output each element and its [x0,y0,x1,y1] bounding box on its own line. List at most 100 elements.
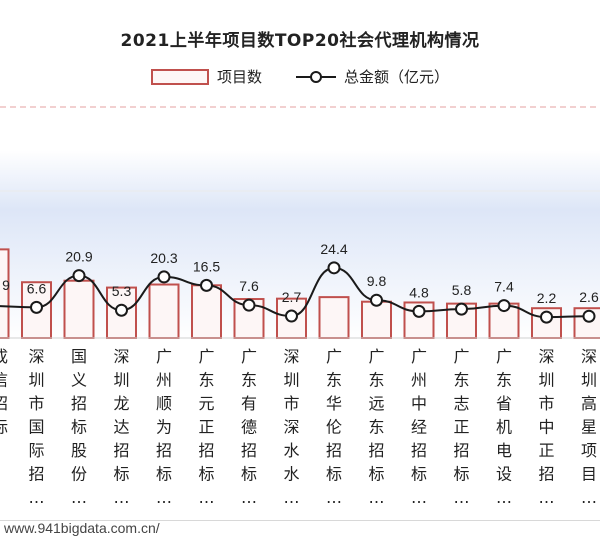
line-point-6 [242,298,256,312]
data-label-4: 20.3 [150,250,177,266]
line-point-11 [455,302,468,316]
category-label-2-char-5: 份 [71,465,87,484]
line-point-10 [412,304,426,318]
category-label-10-char-3: 经 [411,418,427,437]
category-label-4-char-3: 为 [156,418,172,437]
line-point-9 [370,293,383,307]
category-label-10-char-2: 中 [411,394,427,413]
category-label-11-char-4: 招 [453,441,469,460]
category-label-5-char-6: … [199,488,215,507]
category-label-1-char-0: 深 [28,347,44,366]
legend-item-bar[interactable]: 项目数 [150,66,262,87]
data-label-13: 2.2 [537,290,557,306]
category-label-2-char-3: 标 [71,418,87,437]
category-label-10-char-4: 招 [411,441,427,460]
category-label-10-char-1: 州 [411,371,427,390]
category-label-12-char-1: 东 [496,371,512,390]
category-label-12-char-3: 机 [496,418,512,437]
category-label-6-char-6: … [241,488,257,507]
category-label-7-char-2: 市 [283,394,299,413]
category-label-6-char-1: 东 [241,371,257,390]
category-label-4-char-6: … [156,488,172,507]
category-label-1-char-6: … [29,488,45,507]
category-label-11-char-0: 广 [453,347,469,366]
data-label-2: 20.9 [65,249,92,265]
category-label-9-char-4: 招 [368,441,384,460]
line-point-8 [327,261,341,275]
source-watermark: www.941bigdata.com.cn/ [4,520,160,536]
category-label-0-char-1: 信 [0,371,8,390]
category-label-13-char-0: 深 [538,347,554,366]
category-label-3-char-6: … [114,488,130,507]
category-label-3-char-3: 达 [113,418,129,437]
category-label-7-char-1: 圳 [283,371,299,390]
data-label-10: 4.8 [409,284,429,300]
data-label-3: 5.3 [112,283,132,299]
category-label-3-char-4: 招 [113,441,129,460]
category-label-11-char-2: 志 [453,394,469,413]
category-label-5-char-1: 东 [198,371,214,390]
category-label-8-char-0: 广 [326,347,342,366]
data-label-8: 24.4 [320,241,347,257]
category-label-13-char-5: 招 [538,465,554,484]
category-label-12-char-2: 省 [496,394,512,413]
category-label-8-char-3: 伦 [326,418,342,437]
category-label-14-char-3: 星 [581,418,597,437]
category-label-5-char-2: 元 [198,394,214,413]
legend-bar-label: 项目数 [216,68,262,86]
chart-plot: 9 6.6 20.9 5.3 20.3 16.5 7.6 2.7 24.4 9.8 4.8 5.8 7.… [0,106,600,507]
category-label-7-char-6: … [284,488,300,507]
category-label-1-char-5: 招 [28,465,44,484]
category-label-3-char-2: 龙 [113,394,129,413]
category-label-13-char-3: 中 [538,418,554,437]
category-label-3-char-0: 深 [113,347,129,366]
line-point-14 [582,309,596,323]
data-label-11: 5.8 [452,282,472,298]
category-label-13-char-1: 圳 [538,371,554,390]
category-label-12-char-5: 设 [496,465,512,484]
category-label-2-char-1: 义 [71,371,87,390]
category-label-10-char-6: … [411,488,427,507]
data-label-7: 2.7 [282,289,302,305]
legend-line-swatch [296,70,336,83]
line-point-13 [540,310,553,324]
category-label-1-char-3: 国 [28,418,44,437]
bar-0 [0,248,10,340]
category-label-11-char-3: 正 [453,418,469,437]
category-label-7-char-4: 水 [283,441,299,460]
category-label-8-char-2: 华 [326,394,342,413]
category-label-6-char-3: 德 [241,418,257,437]
category-label-8-char-1: 东 [326,371,342,390]
category-label-9-char-1: 东 [368,371,384,390]
category-label-4-char-5: 标 [156,465,172,484]
category-label-4-char-1: 州 [156,371,172,390]
data-label-5: 16.5 [193,258,220,274]
category-label-6-char-5: 标 [241,465,257,484]
category-label-6-char-2: 有 [241,394,257,413]
category-label-5-char-4: 招 [198,441,214,460]
legend-bar-swatch [150,68,209,85]
line-point-5 [200,278,213,292]
line-point-3 [115,303,128,317]
category-label-13-char-2: 市 [538,394,554,413]
category-label-5-char-5: 标 [198,465,214,484]
category-label-9-char-2: 远 [368,394,384,413]
legend-item-line[interactable]: 总金额（亿元） [296,66,449,87]
bar-5 [191,284,222,339]
category-label-14-char-5: 目 [581,465,597,484]
category-label-14-char-4: 项 [581,441,597,460]
category-label-14-char-6: … [581,488,597,507]
category-label-11-char-6: … [454,488,470,507]
category-label-4-char-2: 顺 [156,394,172,413]
chart-legend: 项目数 总金额（亿元） [0,66,600,87]
data-label-0: 9 [2,277,10,293]
category-label-2-char-6: … [71,488,87,507]
category-label-11-char-1: 东 [453,371,469,390]
category-label-3-char-1: 圳 [113,371,129,390]
category-label-1-char-2: 市 [28,394,44,413]
category-label-7-char-5: 水 [283,465,299,484]
category-label-9-char-6: … [369,488,385,507]
data-label-12: 7.4 [494,279,514,295]
category-label-6-char-4: 招 [241,441,257,460]
category-label-5-char-3: 正 [198,418,214,437]
